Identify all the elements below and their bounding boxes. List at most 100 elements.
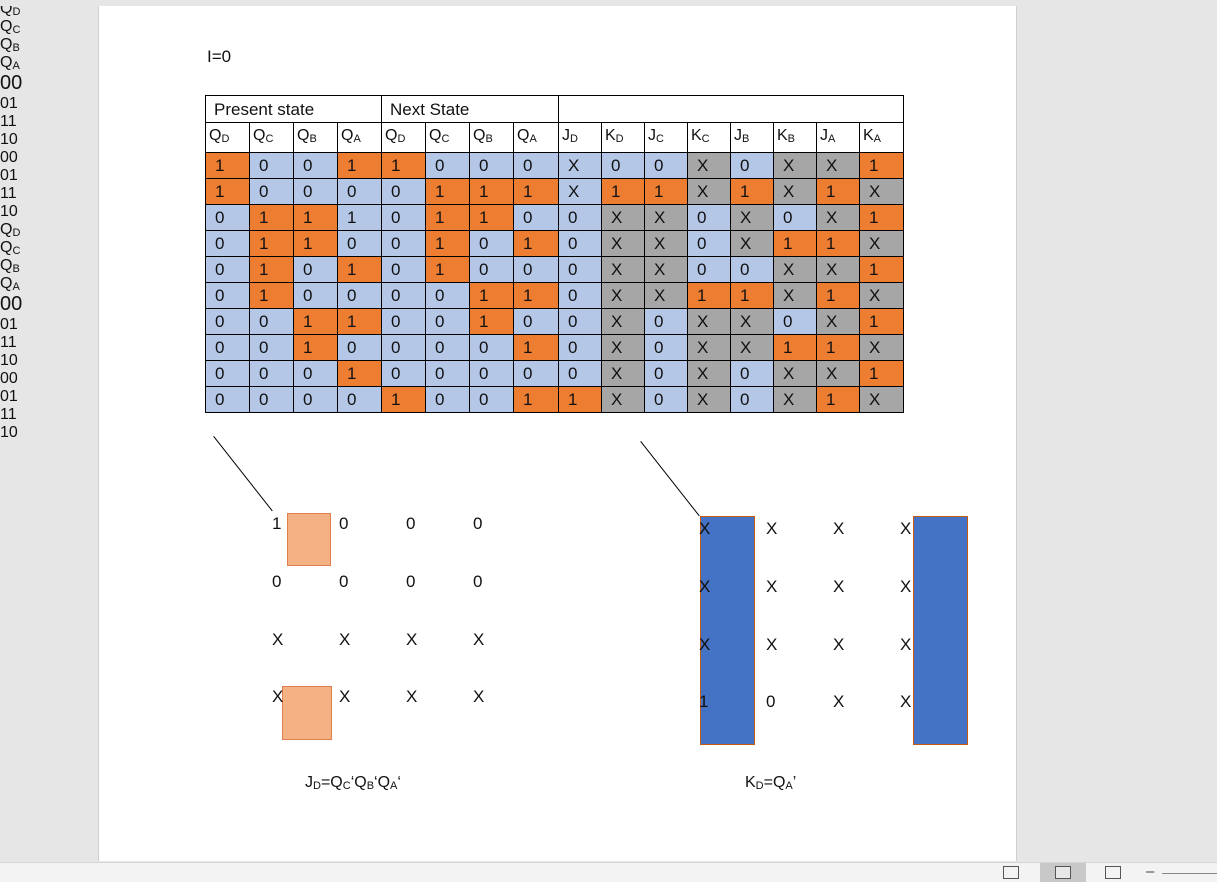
- var-base: K: [863, 127, 874, 144]
- kmap-cell: 0: [339, 571, 349, 591]
- table-cell: 0: [687, 204, 731, 231]
- table-cell: 0: [644, 334, 688, 361]
- table-cell: 0: [513, 360, 559, 387]
- jd-equation: JD=QC‘QB‘QA‘: [305, 774, 401, 792]
- table-cell: X: [601, 282, 645, 309]
- table-cell: 0: [205, 204, 250, 231]
- var-subscript: D: [313, 780, 321, 792]
- kmap-cell: 0: [473, 571, 483, 591]
- table-cell: 0: [249, 308, 294, 335]
- table-cell: X: [601, 386, 645, 413]
- table-cell: 0: [425, 308, 470, 335]
- table-cell: 1: [558, 386, 602, 413]
- table-cell: X: [773, 282, 817, 309]
- kmap-cell: X: [833, 576, 845, 596]
- table-cell: X: [773, 256, 817, 283]
- table-cell: X: [687, 178, 731, 205]
- table-cell: 1: [816, 178, 860, 205]
- zoom-slider[interactable]: [1162, 873, 1217, 874]
- table-cell: 0: [293, 178, 338, 205]
- var-subscript: D: [397, 133, 406, 145]
- table-cell: 1: [730, 282, 774, 309]
- table-cell: X: [816, 256, 860, 283]
- var-subscript: A: [353, 133, 361, 145]
- kmap-cell: X: [272, 629, 284, 649]
- var-base: Q: [385, 127, 398, 144]
- table-cell: 1: [425, 178, 470, 205]
- table-cell: 1: [730, 178, 774, 205]
- table-cell: X: [773, 386, 817, 413]
- table-cell: X: [601, 204, 645, 231]
- table-cell: 1: [816, 282, 860, 309]
- table-cell: X: [816, 308, 860, 335]
- table-cell: 0: [381, 178, 426, 205]
- window-top-edge: [0, 0, 1217, 6]
- table-cell: 0: [381, 308, 426, 335]
- table-cell: 0: [381, 360, 426, 387]
- table-cell: 1: [859, 256, 904, 283]
- table-cell: 0: [337, 386, 382, 413]
- table-cell: 0: [644, 152, 688, 179]
- table-cell: 0: [513, 308, 559, 335]
- table-cell: X: [687, 308, 731, 335]
- table-cell: X: [601, 256, 645, 283]
- kmap-cell: X: [766, 576, 778, 596]
- zoom-out-button[interactable]: –: [1146, 863, 1155, 880]
- equation-text: ‘Q: [350, 774, 367, 791]
- column-header: QA: [513, 122, 559, 153]
- table-cell: 0: [293, 360, 338, 387]
- read-mode-icon[interactable]: [1055, 866, 1071, 879]
- var-subscript: A: [12, 281, 20, 293]
- state-table: Present state Next State QD QC QB QA QD QC QB QA J…: [205, 95, 904, 413]
- table-cell: 1: [469, 308, 514, 335]
- column-header: KC: [687, 122, 731, 153]
- kmap-cell: X: [339, 687, 351, 707]
- kmap-cell: X: [900, 519, 912, 538]
- status-bar: –: [0, 862, 1217, 882]
- column-header: QC: [425, 122, 470, 153]
- kmap-cell: 1: [699, 692, 709, 712]
- table-cell: 0: [205, 230, 250, 257]
- equation-text: ‘Q: [374, 774, 391, 791]
- kmap-cell: X: [339, 629, 351, 649]
- table-cell: 0: [469, 334, 514, 361]
- table-cell: 0: [513, 204, 559, 231]
- kmap-col-label: 00: [0, 72, 23, 94]
- table-cell: 1: [249, 282, 294, 309]
- table-cell: X: [644, 256, 688, 283]
- var-subscript: C: [701, 133, 710, 145]
- var-base: Q: [473, 127, 486, 144]
- table-cell: 1: [513, 334, 559, 361]
- var-subscript: B: [485, 133, 493, 145]
- var-subscript: D: [570, 133, 578, 145]
- table-cell: 0: [337, 178, 382, 205]
- var-base: Q: [0, 54, 13, 71]
- table-cell: 0: [730, 360, 774, 387]
- table-cell: 1: [859, 308, 904, 335]
- table-cell: 0: [687, 230, 731, 257]
- kmap-row-var-bottom: QC: [0, 239, 1217, 257]
- print-layout-icon[interactable]: [1003, 866, 1019, 879]
- kmap-cell: X: [473, 629, 485, 649]
- column-header: QB: [469, 122, 514, 153]
- table-cell: 1: [816, 230, 860, 257]
- web-layout-icon[interactable]: [1105, 866, 1121, 879]
- table-cell: 0: [293, 282, 338, 309]
- table-cell: X: [644, 230, 688, 257]
- table-cell: 1: [425, 204, 470, 231]
- column-header: KD: [601, 122, 645, 153]
- kmap-cell: 0: [272, 571, 282, 591]
- column-header: KA: [859, 122, 904, 153]
- table-cell: 1: [773, 230, 817, 257]
- kmap-cell: X: [406, 629, 418, 649]
- table-cell: X: [601, 308, 645, 335]
- table-cell: 1: [381, 152, 426, 179]
- kmap-col-label: 10: [0, 352, 18, 369]
- table-cell: 1: [513, 282, 559, 309]
- column-header: QB: [293, 122, 338, 153]
- table-cell: 1: [249, 256, 294, 283]
